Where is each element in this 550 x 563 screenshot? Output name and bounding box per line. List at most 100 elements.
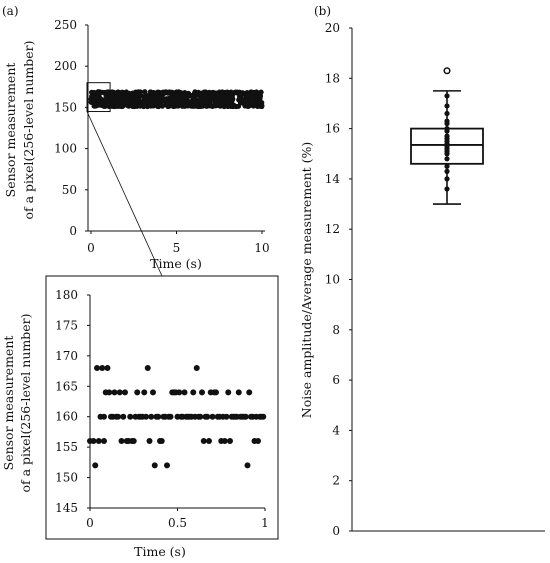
chart-a-zoom-point (92, 462, 99, 469)
chart-a-top-point (231, 89, 238, 96)
chart-a-top-point (209, 103, 216, 109)
chart-a-zoom-point (235, 389, 242, 396)
chart-b-point (444, 103, 450, 109)
chart-a-top-point (125, 93, 131, 99)
chart-a-zoom-point (242, 413, 249, 420)
chart-a-zoom-point (176, 389, 183, 396)
chart-a-zoom-ylabel-line1: Sensor measurement (1, 336, 16, 471)
chart-a-top-point (216, 97, 222, 103)
chart-a-top-point (220, 103, 227, 109)
chart-a-top: 0 50 100 150 200 250 0 5 10 Time (s) Sensor mea… (3, 18, 270, 277)
chart-a-zoom-point (104, 365, 111, 372)
chart-a-zoom-point (99, 365, 106, 372)
chart-b-point (444, 118, 450, 124)
chart-a-top-point (117, 97, 124, 103)
chart-a-top-point (139, 99, 145, 106)
chart-a-top-point (245, 103, 251, 109)
chart-a-zoom-point (151, 462, 158, 469)
chart-b-point (444, 186, 450, 192)
chart-b-points (443, 67, 451, 192)
chart-b-point (444, 93, 450, 99)
chart-a-top-ytick-label: 100 (54, 142, 77, 156)
chart-b-ytick-label: 14 (325, 172, 341, 186)
chart-a-zoom-ytick-label: 175 (55, 318, 78, 332)
chart-a-zoom-point (141, 389, 148, 396)
chart-a-zoom-ytick-label: 170 (55, 349, 78, 363)
panel-label-a: (a) (2, 4, 19, 18)
chart-a-top-ytick-label: 250 (54, 18, 77, 32)
chart-b-point (444, 126, 450, 132)
chart-a-zoom-point (223, 413, 230, 420)
chart-a-zoom-point (118, 438, 125, 445)
chart-a-zoom-point (199, 389, 205, 396)
chart-a-top-point (163, 89, 169, 95)
chart-a-top-xlabel: Time (s) (150, 256, 202, 271)
chart-a-top-xtick-label: 10 (254, 241, 269, 255)
chart-a-zoom-yticks: 145 150 155 160 165 170 175 180 (55, 288, 90, 515)
chart-a-zoom-point (193, 365, 200, 372)
chart-b-ytick-label: 18 (325, 71, 340, 85)
chart-b-ytick-label: 10 (325, 273, 340, 287)
chart-a-top-point (259, 103, 265, 109)
chart-a-zoom-point (213, 389, 219, 396)
chart-a-top-point (156, 103, 162, 110)
chart-a-top-point (103, 93, 109, 99)
chart-a-zoom-point (143, 413, 149, 420)
chart-b-ylabel: Noise amplitude/Average measurement (%) (299, 142, 314, 418)
chart-a-top-point (147, 89, 154, 95)
chart-a-top-point (144, 99, 150, 105)
chart-a-top-point (187, 99, 194, 105)
chart-a-zoom-xtick-label: 0.5 (168, 516, 187, 530)
chart-a-zoom-point (144, 365, 151, 372)
chart-a-top-point (201, 89, 207, 95)
chart-a-zoom-point (150, 389, 156, 396)
chart-a-zoom-point (90, 438, 97, 445)
chart-a-zoom-ytick-label: 145 (55, 501, 78, 515)
chart-a-zoom-point (164, 462, 170, 469)
chart-a-zoom-point (197, 413, 204, 420)
chart-b-ytick-label: 6 (332, 373, 340, 387)
chart-a-top-point (154, 89, 161, 95)
chart-a-top-point (191, 90, 198, 96)
chart-a-top-ytick-label: 50 (62, 183, 77, 197)
chart-a-zoom-point (101, 438, 107, 445)
chart-a-top-point (226, 102, 232, 109)
chart-a-zoom-point (206, 438, 212, 445)
chart-a-top-point (137, 89, 143, 95)
chart-a-zoom-points (87, 365, 267, 469)
chart-a-top-point (231, 102, 237, 108)
chart-a-zoom-point (227, 438, 233, 445)
chart-a-zoom-point (221, 438, 228, 445)
chart-a-zoom-point (95, 438, 102, 445)
chart-b-point (444, 176, 450, 182)
chart-a-top-point (90, 93, 96, 99)
chart-a-top-point (229, 96, 236, 103)
chart-b-point (444, 156, 450, 162)
zoom-source-box (86, 82, 111, 113)
chart-a-zoom-point (122, 389, 128, 396)
zoom-frame (45, 275, 279, 540)
chart-a-zoom-point (209, 413, 216, 420)
chart-a-top-point (99, 89, 105, 95)
chart-a-zoom-ylabel-line2: of a pixel(256-level number) (18, 314, 33, 493)
chart-a-top-ylabel-line1: Sensor measurement (3, 63, 18, 198)
chart-b-point (444, 133, 450, 139)
chart-a-top-point (133, 99, 140, 105)
chart-a-top-xtick-label: 0 (87, 241, 95, 255)
chart-a-top-point (165, 103, 172, 109)
chart-a-zoom-xtick-label: 1 (261, 516, 269, 530)
chart-a-top-point (175, 100, 181, 106)
chart-a-zoom-point (246, 389, 253, 396)
chart-a-zoom-point (127, 413, 134, 420)
chart-a-zoom-ytick-label: 150 (55, 471, 78, 485)
chart-a-zoom-point (111, 389, 118, 396)
chart-b-ytick-label: 16 (325, 122, 340, 136)
chart-a-top-point (95, 90, 101, 96)
chart-a-zoom-ytick-label: 160 (55, 410, 78, 424)
chart-b-ytick-label: 4 (332, 423, 340, 437)
chart-a-top-point (154, 99, 161, 105)
chart-a-top-ytick-label: 200 (54, 59, 77, 73)
chart-a-top-point (109, 89, 115, 96)
chart-a-top-point (202, 95, 208, 101)
chart-a-zoom-ytick-label: 180 (55, 288, 78, 302)
